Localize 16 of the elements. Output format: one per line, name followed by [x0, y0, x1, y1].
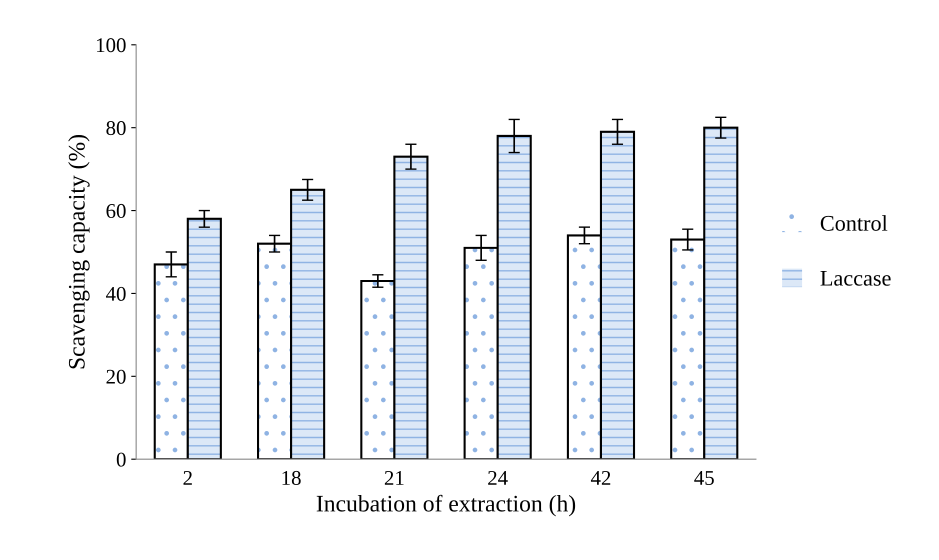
legend-label: Laccase: [820, 271, 891, 286]
x-axis-title: Incubation of extraction (h): [316, 494, 576, 516]
legend-label: Control: [820, 215, 888, 231]
y-tick-label: 20: [106, 370, 126, 384]
y-axis-title: Scavenging capacity (%): [68, 135, 90, 368]
y-tick-label: 100: [97, 38, 126, 52]
x-tick-label: 24: [488, 470, 508, 485]
x-tick-label: 45: [694, 471, 714, 485]
y-tick-label: 0: [116, 452, 126, 467]
x-tick-label: 18: [282, 470, 301, 485]
y-tick-label: 60: [106, 204, 126, 218]
x-tick-label: 2: [184, 470, 192, 485]
x-tick-label: 21: [384, 470, 404, 485]
y-tick-label: 80: [106, 121, 126, 136]
x-tick-label: 42: [590, 470, 610, 485]
y-tick-label: 40: [106, 286, 126, 301]
